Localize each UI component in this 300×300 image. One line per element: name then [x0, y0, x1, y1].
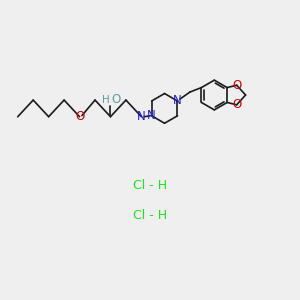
Text: H: H: [102, 95, 110, 105]
Text: Cl - H: Cl - H: [133, 209, 167, 222]
Text: Cl - H: Cl - H: [133, 179, 167, 192]
Text: O: O: [112, 93, 121, 106]
Text: N: N: [137, 110, 146, 123]
Text: N: N: [147, 109, 156, 122]
Text: O: O: [232, 98, 241, 111]
Text: N: N: [173, 94, 182, 107]
Text: O: O: [75, 110, 84, 123]
Text: O: O: [232, 79, 241, 92]
